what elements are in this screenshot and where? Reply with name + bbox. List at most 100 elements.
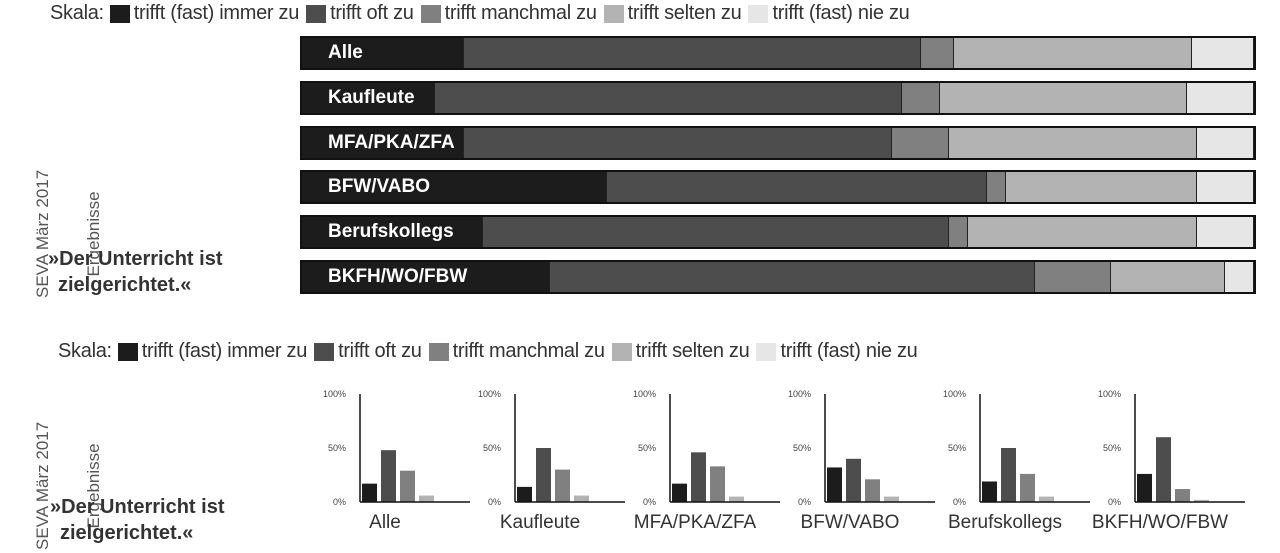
stacked-bar-segment [435, 82, 902, 113]
legend-swatch [611, 342, 632, 361]
mini-y-tick-label: 0% [488, 497, 501, 507]
mini-y-tick-label: 50% [793, 443, 811, 453]
question-line2: zielgerichtet.« [58, 274, 192, 296]
stacked-bar-segment [463, 127, 893, 158]
stacked-bar-segment [549, 262, 1036, 292]
stacked-bar-segment [1225, 262, 1254, 292]
mini-bar [555, 469, 570, 502]
legend-item-often: trifft oft zu [314, 340, 422, 363]
legend-swatch [420, 4, 441, 23]
legend-item-label: trifft (fast) immer zu [133, 2, 300, 24]
mini-bar [517, 486, 532, 502]
stacked-bar-row: Alle [300, 36, 1256, 70]
mini-bar [574, 495, 589, 502]
legend-item-always: trifft (fast) immer zu [109, 2, 300, 25]
legend-swatch [428, 342, 449, 361]
stacked-bar-row: BFW/VABO [300, 170, 1256, 205]
question-line1: »Der Unterricht ist [48, 248, 223, 270]
legend-item-never: trifft (fast) nie zu [748, 2, 910, 25]
mini-category-label: MFA/PKA/ZFA [634, 512, 757, 533]
legend-item-always: trifft (fast) immer zu [117, 340, 308, 363]
legend-item-label: trifft selten zu [635, 340, 750, 362]
mini-y-tick-label: 100% [478, 389, 501, 399]
legend-item-label: trifft oft zu [330, 2, 414, 24]
mini-bar [1156, 437, 1171, 502]
mini-y-tick-label: 50% [948, 443, 966, 453]
mini-bar [729, 496, 744, 502]
stacked-bar-segment [1111, 262, 1226, 292]
mini-y-tick-label: 50% [483, 443, 501, 453]
question-line2: zielgerichtet.« [60, 522, 194, 544]
mini-bar [710, 466, 725, 502]
mini-bar [536, 448, 551, 502]
stacked-bar-segment [968, 217, 1197, 248]
stacked-bar-segment [302, 172, 607, 203]
mini-y-tick-label: 100% [943, 389, 966, 399]
stacked-bar-segment [1006, 172, 1197, 203]
mini-category-label: Berufskollegs [948, 512, 1062, 533]
legend-item-never: trifft (fast) nie zu [756, 340, 918, 363]
mini-bar [400, 470, 415, 502]
mini-y-tick-label: 0% [953, 497, 966, 507]
stacked-bar-segment [949, 217, 969, 248]
legend-item-label: trifft (fast) nie zu [780, 340, 918, 362]
legend-item-label: trifft (fast) nie zu [772, 2, 910, 24]
mini-bar [982, 481, 997, 502]
mini-y-tick-label: 0% [1108, 497, 1121, 507]
mini-y-tick-label: 100% [633, 389, 656, 399]
mini-y-tick-label: 100% [788, 389, 811, 399]
mini-category-label: BFW/VABO [801, 512, 900, 533]
mini-bar [1194, 499, 1209, 502]
legend-item-label: trifft (fast) immer zu [141, 340, 308, 362]
legend-item-rarely: trifft selten zu [603, 2, 742, 25]
mini-y-tick-label: 0% [643, 497, 656, 507]
stacked-bar-segment [939, 82, 1188, 113]
mini-bar [1137, 473, 1152, 502]
stacked-bar-segment [302, 82, 436, 113]
mini-y-tick-label: 100% [1098, 389, 1121, 399]
legend-scale-label: Skala: [58, 340, 112, 362]
mini-bar [884, 496, 899, 502]
mini-bar [419, 495, 434, 502]
stacked-bar-row: BKFH/WO/FBW [300, 260, 1256, 294]
stacked-bar-segment [302, 217, 483, 248]
mini-bar [1039, 496, 1054, 502]
stacked-bar-segment [1035, 262, 1112, 292]
legend-swatch [603, 4, 624, 23]
stacked-bar-segment [1187, 82, 1254, 113]
stacked-bar-segment [1196, 127, 1254, 158]
legend-scale-label: Skala: [50, 2, 104, 24]
mini-y-tick-label: 50% [1103, 443, 1121, 453]
mini-bar [827, 467, 842, 502]
stacked-bar-segment [892, 127, 950, 158]
legend-item-often: trifft oft zu [306, 2, 414, 25]
legend-swatch [748, 4, 769, 23]
legend-swatch [109, 4, 130, 23]
stacked-bar-segment [1196, 172, 1254, 203]
stacked-bar-segment [482, 217, 950, 248]
legend-swatch [306, 4, 327, 23]
stacked-bar-segment [606, 172, 988, 203]
legend-item-sometimes: trifft manchmal zu [428, 340, 605, 363]
mini-bar [691, 452, 706, 502]
stacked-bar-segment [920, 38, 955, 68]
stacked-bar-segment [302, 262, 550, 292]
mini-y-tick-label: 0% [333, 497, 346, 507]
mini-y-tick-label: 100% [323, 389, 346, 399]
mini-bar [381, 450, 396, 502]
stacked-bar-segment [463, 38, 921, 68]
mini-y-tick-label: 50% [328, 443, 346, 453]
mini-category-label: BKFH/WO/FBW [1092, 512, 1228, 533]
legend-item-rarely: trifft selten zu [611, 340, 750, 363]
stacked-bar-segment [987, 172, 1007, 203]
question-line1: »Der Unterricht ist [50, 496, 225, 518]
mini-bar [1175, 489, 1190, 502]
mini-bar [362, 483, 377, 502]
question-top: »Der Unterricht ist zielgerichtet.« [48, 246, 223, 298]
mini-bar [672, 483, 687, 502]
stacked-bar-segment [949, 127, 1197, 158]
stacked-bar-segment [1192, 38, 1254, 68]
legend-bottom: Skala: trifft (fast) immer zu trifft oft… [58, 340, 924, 363]
mini-category-label: Alle [369, 512, 401, 533]
